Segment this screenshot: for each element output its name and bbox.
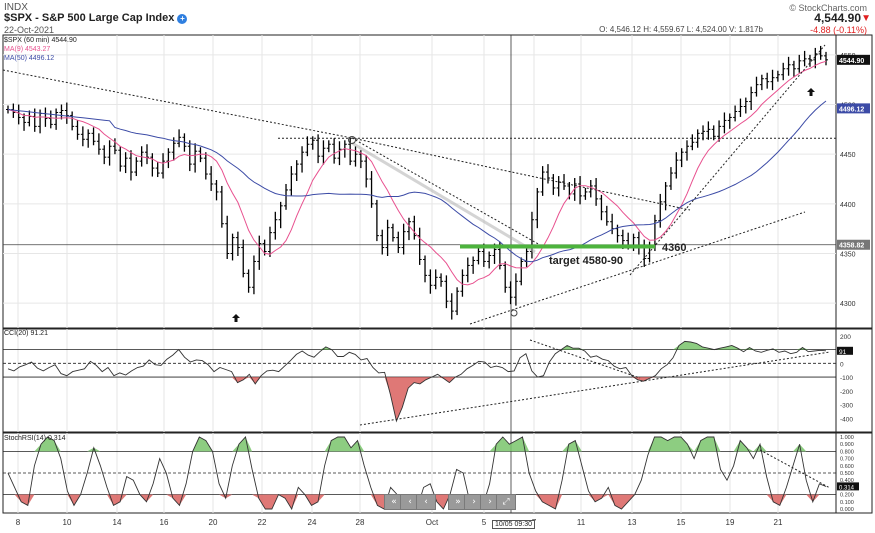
ma50-price-tag: 4496.12 bbox=[839, 106, 864, 113]
stochrsi-tick-label: 0.000 bbox=[840, 507, 854, 513]
support-price-tag: 4358.82 bbox=[839, 243, 864, 250]
target-annotation: target 4580-90 bbox=[549, 255, 623, 267]
ma9-line bbox=[7, 60, 827, 286]
stochrsi-tick-label: 0.800 bbox=[840, 449, 854, 455]
support-annotation: 4360 bbox=[662, 242, 687, 254]
up-arrow-icon bbox=[807, 88, 815, 96]
brand-label: © StockCharts.com bbox=[789, 3, 867, 13]
stochrsi-trendline bbox=[759, 449, 831, 489]
nav-button-6[interactable]: ⤢ bbox=[496, 494, 516, 510]
stochrsi-tick-label: 0.100 bbox=[840, 500, 854, 506]
chart-date: 22-Oct-2021 bbox=[4, 25, 55, 35]
ma50-line bbox=[7, 100, 827, 263]
cci-trendline bbox=[359, 351, 831, 426]
chart-title-text: $SPX - S&P 500 Large Cap Index bbox=[4, 12, 175, 24]
stochrsi-tick-label: 0.700 bbox=[840, 457, 854, 463]
support-price-tag-bg bbox=[837, 239, 870, 250]
stochrsi-tick-label: 0.500 bbox=[840, 471, 854, 477]
x-tick-label: 22 bbox=[258, 518, 267, 527]
x-tick-label: 10 bbox=[63, 518, 72, 527]
stochrsi-tick-label: 0.200 bbox=[840, 493, 854, 499]
last-price-tag-bg bbox=[837, 54, 870, 65]
legend-ma50: MA(50) 4496.12 bbox=[4, 55, 55, 62]
ma50-price-tag-bg bbox=[837, 103, 870, 114]
last-price: 4,544.90 bbox=[814, 11, 861, 25]
x-tick-label: 21 bbox=[774, 518, 783, 527]
ohlcv-readout: O: 4,546.12 H: 4,559.67 L: 4,524.00 V: 1… bbox=[599, 25, 763, 34]
price-tick-label: 4350 bbox=[840, 252, 856, 259]
x-tick-label: Oct bbox=[426, 518, 439, 527]
exchange-label: INDX bbox=[4, 2, 28, 13]
trendline-downtrend bbox=[2, 69, 353, 139]
anchor-marker bbox=[510, 309, 518, 317]
last-price-tag: 4544.90 bbox=[839, 58, 864, 65]
anchor-marker bbox=[348, 136, 356, 144]
cci-last-tag-bg bbox=[837, 346, 853, 355]
cci-last-tag: 91 bbox=[839, 349, 847, 356]
price-tick-label: 4400 bbox=[840, 202, 856, 209]
legend-ma9: MA(9) 4543.27 bbox=[4, 46, 51, 53]
cci-tick-label: -100 bbox=[840, 375, 853, 382]
trendline-resistance bbox=[351, 137, 691, 211]
x-tick-label: 11 bbox=[577, 518, 586, 527]
stochrsi-positive-fill bbox=[8, 437, 826, 452]
down-arrow-icon: ▼ bbox=[861, 13, 871, 24]
channel-shade bbox=[351, 141, 536, 254]
cci-line bbox=[7, 340, 827, 423]
x-tick-label: 19 bbox=[726, 518, 735, 527]
x-tick-label: 20 bbox=[209, 518, 218, 527]
x-tick-label: 8 bbox=[16, 518, 21, 527]
cci-tick-label: 0 bbox=[840, 361, 844, 368]
info-icon[interactable]: + bbox=[177, 14, 188, 24]
legend-cci: CCI(20) 91.21 bbox=[4, 330, 48, 337]
stochrsi-last-tag-bg bbox=[837, 482, 859, 491]
panel-frame-2 bbox=[2, 328, 873, 433]
up-arrow-icon bbox=[232, 314, 240, 322]
x-tick-label: 24 bbox=[308, 518, 317, 527]
stochrsi-tick-label: 0.600 bbox=[840, 464, 854, 470]
cci-trendline bbox=[529, 339, 641, 379]
cci-tick-label: -200 bbox=[840, 389, 853, 396]
trendline-uptrend bbox=[469, 211, 806, 325]
stochrsi-tick-label: 1.000 bbox=[840, 435, 854, 441]
stochrsi-last-tag: 0.314 bbox=[839, 485, 855, 491]
price-tick-label: 4300 bbox=[840, 301, 856, 308]
trendline-channel bbox=[351, 137, 541, 246]
legend-stochrsi: StochRSI(14) 0.314 bbox=[4, 435, 66, 442]
x-tick-label: 16 bbox=[160, 518, 169, 527]
x-tick-label: 5 bbox=[482, 518, 487, 527]
cci-tick-label: -400 bbox=[840, 416, 853, 423]
price-change: -4.88 (-0.11%) bbox=[810, 25, 867, 35]
x-tick-label: 15 bbox=[677, 518, 686, 527]
chart-title: $SPX - S&P 500 Large Cap Index + bbox=[4, 12, 188, 24]
cci-tick-label: -300 bbox=[840, 403, 853, 410]
x-tick-label: 28 bbox=[356, 518, 365, 527]
cursor-date-label: 10/05 09:30 bbox=[492, 520, 535, 529]
nav-button-2[interactable]: ‹ bbox=[416, 494, 436, 510]
cci-tick-label: 200 bbox=[840, 334, 851, 341]
price-tick-label: 4450 bbox=[840, 152, 856, 159]
stochrsi-tick-label: 0.400 bbox=[840, 478, 854, 484]
panel-frame-1 bbox=[2, 34, 873, 329]
stochrsi-tick-label: 0.900 bbox=[840, 442, 854, 448]
x-tick-label: 14 bbox=[113, 518, 122, 527]
legend-price: $SPX (60 min) 4544.90 bbox=[4, 37, 77, 44]
x-tick-label: 13 bbox=[628, 518, 637, 527]
